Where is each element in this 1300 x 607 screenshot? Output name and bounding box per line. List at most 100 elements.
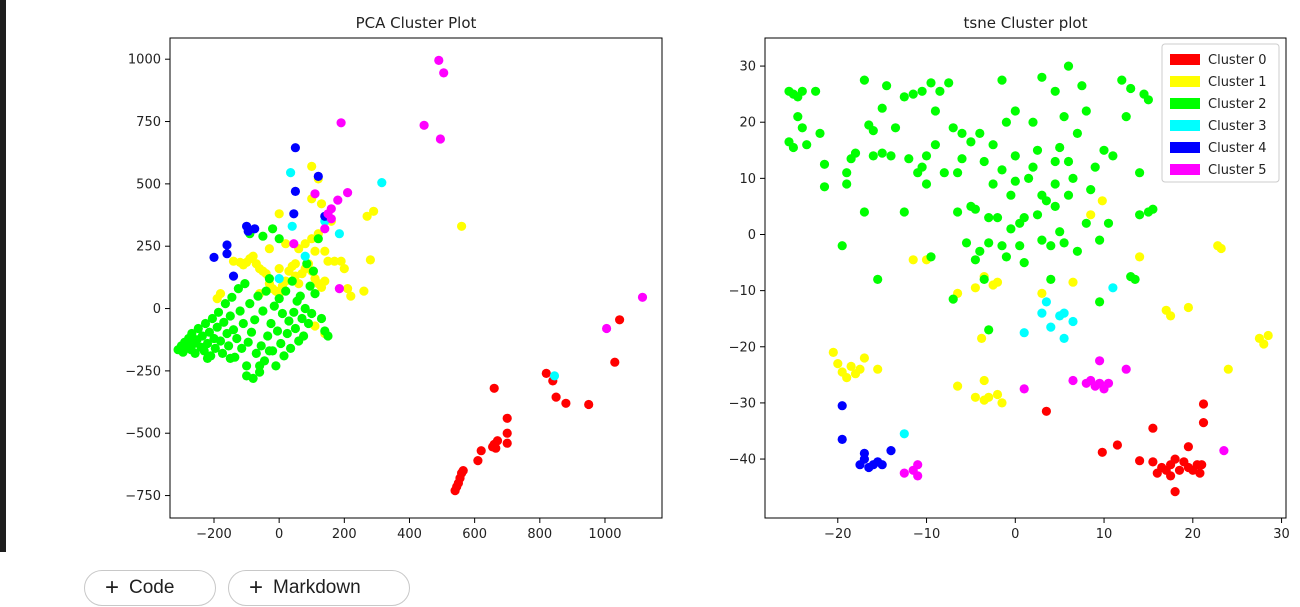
point-cluster-5 (336, 118, 346, 128)
point-cluster-2 (1059, 112, 1069, 122)
point-cluster-0 (1174, 465, 1185, 475)
point-cluster-1 (274, 209, 284, 219)
point-cluster-4 (250, 224, 260, 234)
point-cluster-2 (228, 325, 239, 335)
point-cluster-2 (837, 241, 847, 251)
point-cluster-2 (233, 284, 243, 294)
point-cluster-1 (248, 251, 258, 261)
point-cluster-3 (549, 371, 560, 381)
point-cluster-2 (877, 103, 887, 113)
point-cluster-1 (365, 255, 375, 265)
x-tick-label: 20 (1185, 527, 1202, 542)
point-cluster-2 (295, 291, 305, 301)
plus-icon: + (249, 574, 264, 601)
point-cluster-5 (343, 188, 353, 198)
point-cluster-1 (362, 211, 372, 221)
point-cluster-5 (310, 189, 320, 199)
point-cluster-2 (303, 318, 314, 329)
chart-title: PCA Cluster Plot (356, 14, 477, 32)
point-cluster-0 (1198, 418, 1209, 428)
x-tick-label: 800 (527, 527, 552, 542)
legend-swatch (1170, 120, 1200, 131)
point-cluster-2 (842, 179, 852, 189)
point-cluster-1 (842, 373, 852, 383)
y-tick-label: −250 (125, 364, 161, 379)
point-cluster-2 (939, 168, 949, 178)
point-cluster-4 (289, 209, 299, 219)
point-cluster-2 (997, 165, 1007, 175)
point-cluster-0 (1170, 454, 1180, 464)
point-cluster-2 (953, 207, 963, 217)
point-cluster-2 (1121, 112, 1131, 122)
point-cluster-2 (966, 137, 976, 147)
point-cluster-2 (1001, 252, 1012, 262)
point-cluster-2 (997, 241, 1007, 251)
point-cluster-2 (899, 92, 909, 102)
add-code-cell-button[interactable]: + Code (84, 570, 216, 606)
point-cluster-2 (997, 75, 1007, 85)
point-cluster-0 (502, 413, 512, 423)
point-cluster-2 (1041, 196, 1051, 206)
add-code-label: Code (129, 577, 175, 598)
legend-swatch (1170, 164, 1200, 175)
point-cluster-1 (1216, 243, 1226, 254)
point-cluster-1 (1037, 288, 1047, 298)
point-cluster-2 (289, 307, 299, 317)
point-cluster-2 (975, 246, 985, 256)
point-cluster-2 (242, 361, 252, 371)
x-tick-label: 0 (1011, 527, 1019, 542)
point-cluster-2 (970, 255, 981, 265)
point-cluster-2 (979, 156, 989, 167)
point-cluster-2 (1046, 274, 1056, 284)
point-cluster-2 (873, 274, 883, 284)
point-cluster-1 (212, 294, 222, 304)
point-cluster-2 (1072, 246, 1082, 256)
point-cluster-2 (1126, 83, 1136, 94)
point-cluster-1 (984, 392, 994, 402)
point-cluster-2 (921, 179, 932, 189)
legend-swatch (1170, 98, 1200, 109)
point-cluster-5 (419, 120, 429, 130)
point-cluster-4 (290, 186, 300, 196)
point-cluster-0 (610, 357, 620, 367)
point-cluster-5 (913, 460, 923, 470)
point-cluster-2 (1059, 238, 1069, 248)
point-cluster-2 (1077, 81, 1087, 91)
point-cluster-2 (1010, 106, 1020, 116)
point-cluster-3 (300, 251, 310, 261)
point-cluster-2 (819, 159, 830, 169)
chart-2: tsne Cluster plot −20 −10 0 10 20 30 −40 −30 −20 −… (729, 14, 1290, 542)
add-markdown-cell-button[interactable]: + Markdown (228, 570, 410, 606)
point-cluster-2 (258, 306, 268, 316)
point-cluster-2 (323, 331, 333, 341)
point-cluster-4 (859, 448, 870, 458)
point-cluster-2 (202, 338, 213, 349)
point-cluster-2 (957, 128, 967, 138)
chart-1: PCA Cluster Plot −200 0 200 400 600 800 1000 −75… (125, 14, 663, 542)
point-cluster-2 (1095, 235, 1105, 245)
point-cluster-2 (904, 154, 914, 164)
point-cluster-2 (1063, 61, 1074, 71)
point-cluster-2 (240, 279, 250, 289)
point-cluster-2 (1081, 218, 1091, 228)
point-cluster-2 (1063, 156, 1074, 167)
point-cluster-5 (602, 323, 612, 334)
point-cluster-2 (784, 137, 794, 147)
point-cluster-2 (1135, 168, 1145, 178)
point-cluster-2 (1108, 151, 1118, 161)
point-cluster-5 (1121, 364, 1131, 374)
point-cluster-2 (926, 78, 936, 88)
x-tick-label: 1000 (588, 527, 621, 542)
point-cluster-1 (859, 353, 870, 363)
point-cluster-1 (1223, 364, 1233, 374)
point-cluster-3 (1108, 283, 1118, 293)
point-cluster-1 (316, 199, 327, 209)
point-cluster-5 (1103, 378, 1114, 388)
point-cluster-2 (859, 207, 870, 217)
cell-gutter-bar (0, 0, 6, 552)
point-cluster-2 (290, 323, 300, 334)
point-cluster-4 (837, 434, 847, 444)
point-cluster-2 (1028, 162, 1038, 172)
point-cluster-2 (224, 341, 234, 351)
point-cluster-1 (320, 246, 330, 256)
